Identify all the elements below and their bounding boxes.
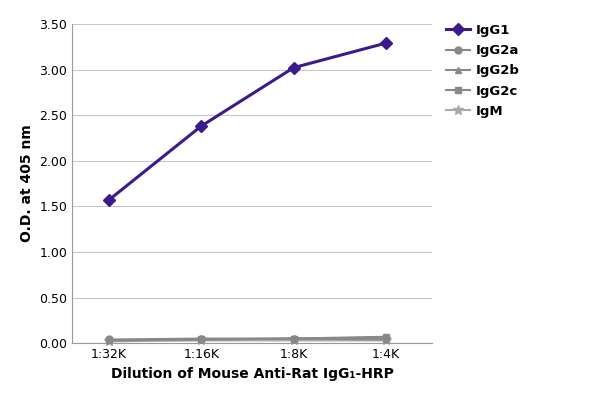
IgG2c — [197, 337, 205, 342]
IgG2a — [197, 336, 205, 341]
Line: IgG2b: IgG2b — [106, 335, 389, 344]
IgG1 — [290, 65, 297, 70]
Y-axis label: O.D. at 405 nm: O.D. at 405 nm — [20, 124, 34, 243]
IgG2c — [382, 334, 389, 339]
Line: IgG1: IgG1 — [105, 39, 390, 204]
Legend: IgG1, IgG2a, IgG2b, IgG2c, IgM: IgG1, IgG2a, IgG2b, IgG2c, IgM — [446, 24, 520, 118]
IgG2c — [106, 338, 113, 343]
IgG2a — [106, 337, 113, 342]
Line: IgG2c: IgG2c — [106, 333, 389, 344]
IgG2a — [382, 335, 389, 340]
IgG2c — [290, 336, 297, 341]
X-axis label: Dilution of Mouse Anti-Rat IgG₁-HRP: Dilution of Mouse Anti-Rat IgG₁-HRP — [110, 367, 394, 381]
IgG2a — [290, 336, 297, 341]
IgG2b — [197, 337, 205, 342]
Line: IgG2a: IgG2a — [106, 334, 389, 343]
IgG2b — [290, 336, 297, 341]
IgM — [197, 338, 205, 343]
IgG1 — [382, 41, 389, 45]
IgM — [290, 338, 297, 343]
IgG1 — [197, 124, 205, 128]
IgG2b — [106, 338, 113, 343]
IgM — [382, 338, 389, 343]
IgG1 — [106, 198, 113, 202]
Line: IgM: IgM — [104, 336, 391, 346]
IgG2b — [382, 337, 389, 342]
IgM — [106, 339, 113, 344]
